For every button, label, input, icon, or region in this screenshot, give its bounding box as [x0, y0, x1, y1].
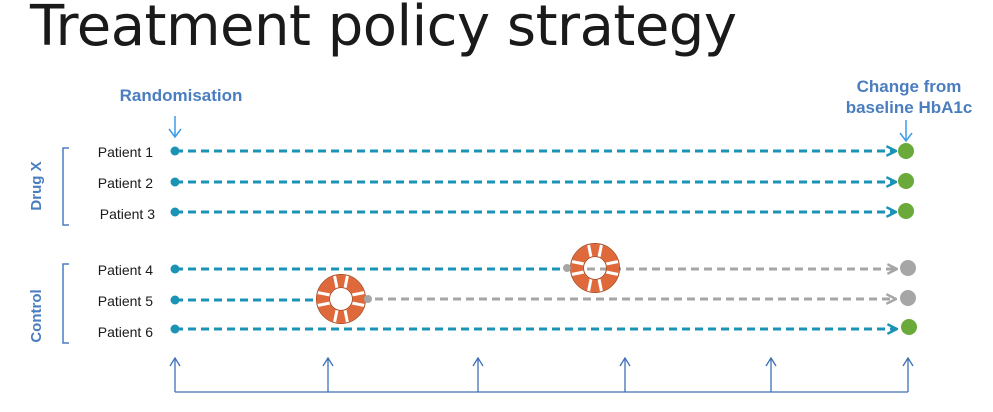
visit-tick-1 — [169, 356, 181, 392]
visit-axis — [169, 356, 914, 393]
group-label-control: Control — [28, 289, 45, 342]
outcome-dot — [898, 173, 914, 189]
timeline-patient-5 — [170, 290, 916, 306]
timeline-patient-3 — [170, 203, 914, 219]
start-dot — [170, 324, 180, 334]
randomisation-label: Randomisation — [120, 86, 243, 105]
endpoint-arrow — [899, 120, 913, 143]
visit-tick-2 — [322, 356, 334, 392]
drug-x-bracket — [62, 147, 69, 226]
patient-label-2: Patient 2 — [98, 175, 153, 191]
patient-label-5: Patient 5 — [98, 293, 153, 309]
outcome-dot — [901, 319, 917, 335]
outcome-dot — [900, 290, 916, 306]
outcome-dot — [898, 203, 914, 219]
control-bracket — [62, 263, 69, 344]
outcome-dot — [898, 143, 914, 159]
baseline-hba1c-label: baseline HbA1c — [846, 98, 973, 117]
timeline-patient-6 — [170, 319, 917, 335]
randomisation-arrow — [168, 116, 182, 139]
patient-label-6: Patient 6 — [98, 324, 153, 340]
patient-label-3: Patient 3 — [100, 206, 155, 222]
outcome-dot — [900, 260, 916, 276]
timeline-patient-1 — [170, 143, 914, 159]
start-dot — [170, 207, 180, 217]
visit-tick-5 — [765, 356, 777, 392]
visit-tick-3 — [472, 356, 484, 392]
patient-label-4: Patient 4 — [98, 262, 153, 278]
visit-tick-4 — [619, 356, 631, 392]
page-title: Treatment policy strategy — [30, 0, 737, 59]
life-ring-icon — [563, 241, 622, 295]
visit-tick-6 — [902, 356, 914, 392]
timeline-patient-2 — [170, 173, 914, 189]
patient-label-1: Patient 1 — [98, 144, 153, 160]
start-dot — [170, 146, 180, 156]
group-label-drug-x: Drug X — [28, 161, 45, 210]
start-dot — [170, 264, 180, 274]
timeline-patient-4 — [170, 260, 916, 276]
start-dot — [170, 177, 180, 187]
change-from-label: Change from — [857, 77, 962, 96]
life-ring-icon — [314, 272, 372, 326]
start-dot — [170, 295, 180, 305]
